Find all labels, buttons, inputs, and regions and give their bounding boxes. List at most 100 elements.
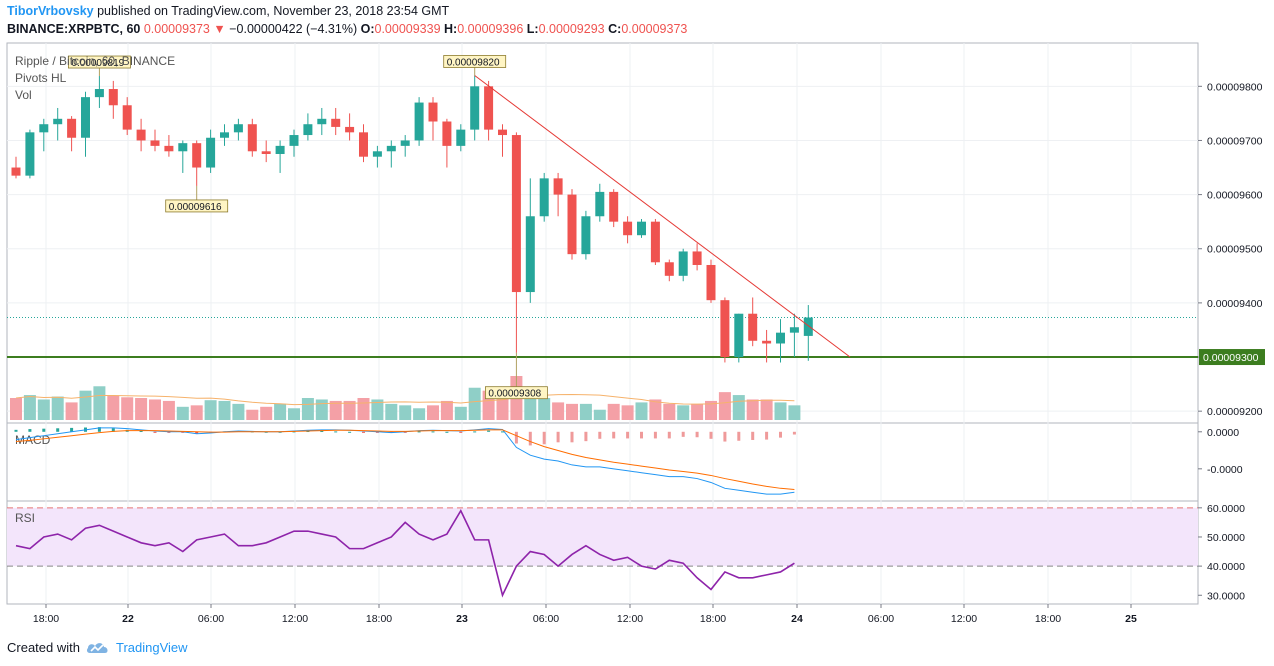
candle-body [275,145,285,154]
pivot-label: 0.00009819 [71,58,124,69]
volume-ma-line [15,393,795,406]
close-value: 0.00009373 [621,22,688,36]
time-tick-label: 18:00 [1035,613,1061,625]
macd-histogram-bar [195,431,199,434]
volume-bar [454,406,467,420]
candle-body [39,124,49,133]
time-tick-label: 06:00 [533,613,559,625]
candle-body [108,89,118,106]
volume-bar [760,399,773,420]
candle-body [247,124,257,152]
macd-histogram-bar [70,427,74,432]
macd-histogram-bar [417,431,421,433]
candle-body [525,216,535,293]
volume-bar [93,386,106,420]
volume-bar [427,405,439,420]
candle-body [386,145,396,152]
candle-body [567,194,577,255]
pivot-label: 0.00009308 [488,389,541,400]
volume-bar [135,398,148,420]
candle-body [664,262,674,276]
macd-histogram-bar [640,431,643,439]
rsi-line [15,509,795,598]
last-price: 0.00009373 [143,22,210,36]
time-tick-label: 06:00 [198,613,224,625]
volume-bar [663,403,676,420]
symbol-label: BINANCE:XRPBTC, 60 [7,22,141,36]
tradingview-link[interactable]: TradingView [115,640,188,655]
candle-body [11,167,21,176]
rsi-band [7,507,1198,567]
candle-body [776,332,785,344]
author-link[interactable]: TiborVrbovsky [7,4,94,18]
macd-histogram-bar [556,431,560,443]
candle-body [650,221,660,263]
candle-body [67,118,77,138]
candle-body [692,251,702,265]
volume-bar [274,403,287,420]
open-label: O: [360,22,375,36]
macd-histogram-bar [111,428,115,432]
macd-histogram-bar [153,431,157,433]
rsi-tick-label: 40.0000 [1207,561,1245,573]
volume-bar [607,403,620,420]
support-price-label: 0.00009300 [1203,352,1259,364]
volume-bar [399,405,412,420]
low-label: L: [526,22,539,36]
time-tick-label: 12:00 [951,613,977,625]
volume-bar [315,399,328,420]
volume-bar [413,408,426,420]
volume-bar [621,405,634,420]
pivot-box [443,55,507,68]
candle-body [609,191,619,222]
macd-histogram-bar [320,431,324,433]
created-with-text: Created with [7,640,80,655]
macd-histogram-bar [14,429,18,432]
macd-histogram-bar [28,429,32,432]
macd-histogram-bar [362,431,365,433]
volume-bar [65,402,78,420]
candle-body [331,118,341,127]
macd-histogram-bar [42,428,46,432]
price-change: −0.00000422 (−4.31%) [229,22,358,36]
price-tick-label: 0.00009200 [1207,406,1263,418]
time-tick-label: 25 [1125,613,1137,625]
candle-body [303,124,313,136]
macd-histogram-bar [570,431,574,443]
candle-body [372,151,382,157]
candle-body [581,216,591,255]
macd-histogram-bar [779,431,782,438]
candle-body [345,126,355,133]
candle-body [150,140,160,146]
volume-bar [176,406,189,420]
candle-body [164,145,174,152]
macd-histogram-bar [626,431,630,439]
volume-bar [107,395,120,420]
candle-body [748,313,758,341]
chart-area[interactable]: 0.00009200 0.00009300 0.00009400 0.00009500… [0,40,1274,640]
macd-histogram-bar [139,431,143,433]
candle-body [511,135,521,293]
macd-histogram-bar [723,431,727,442]
volume-bar [468,387,481,420]
tradingview-logo-icon [86,642,108,653]
volume-bar [162,400,175,420]
volume-bar [385,403,398,420]
macd-histogram-bar [501,431,504,433]
support-price-tag [1199,349,1265,366]
published-text: published on TradingView.com, November 2… [97,4,450,18]
time-tick-label: 18:00 [366,613,392,625]
candle-body [498,129,507,136]
candle-body [539,178,549,217]
candle-body [553,178,563,195]
rsi-tick-label: 30.0000 [1207,590,1245,602]
candle-body [25,132,35,176]
candle-body [678,251,688,276]
macd-histogram-bar [487,430,491,432]
volume-bar [288,408,300,420]
volume-bar [649,399,662,420]
macd-histogram-bar [334,431,338,433]
high-label: H: [444,22,458,36]
macd-histogram-bar [612,431,616,439]
macd-histogram-bar [681,431,685,437]
